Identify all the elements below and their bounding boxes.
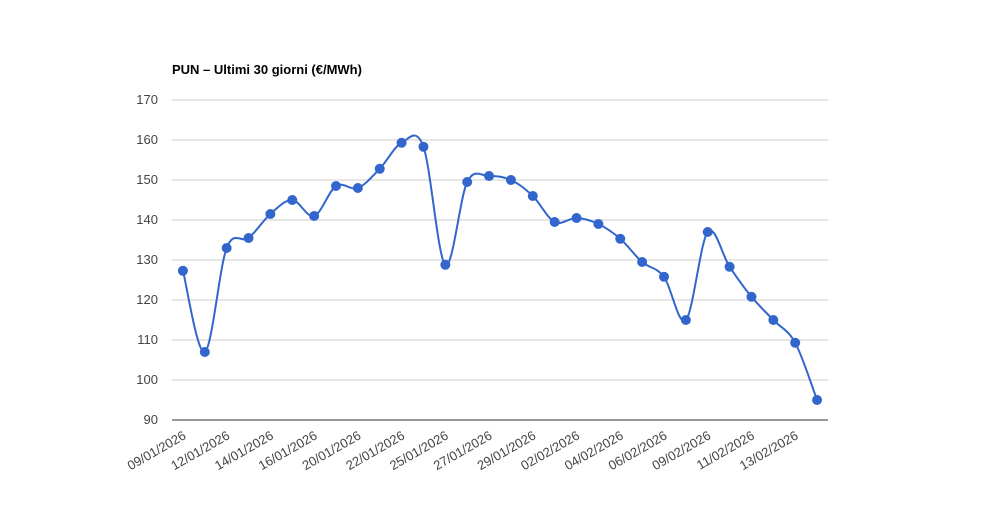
point: [505, 175, 516, 185]
chart-title: PUN – Ultimi 30 giorni (€/MWh): [172, 62, 362, 77]
point: [571, 213, 582, 223]
point: [746, 291, 757, 302]
point: [593, 219, 604, 229]
point: [418, 141, 429, 152]
point: [484, 171, 495, 181]
point: [265, 209, 276, 219]
point: [549, 217, 560, 227]
point: [637, 257, 648, 267]
point: [659, 271, 669, 282]
point: [462, 177, 473, 187]
point: [396, 137, 407, 148]
point: [287, 195, 298, 205]
point: [615, 233, 626, 244]
point: [702, 227, 713, 237]
y-tick-label: 90: [144, 412, 158, 427]
point: [440, 259, 451, 270]
point: [177, 265, 188, 276]
point: [221, 243, 232, 253]
point: [199, 347, 210, 357]
point: [352, 183, 363, 193]
y-tick-label: 110: [137, 332, 158, 347]
point: [790, 337, 801, 348]
y-tick-label: 140: [136, 212, 158, 227]
y-tick-label: 120: [136, 292, 158, 307]
point: [680, 315, 691, 325]
point: [768, 315, 779, 325]
y-tick-label: 150: [136, 172, 158, 187]
point: [374, 163, 385, 174]
point: [527, 191, 538, 201]
line: [181, 134, 819, 401]
y-tick-label: 170: [136, 92, 158, 107]
point: [309, 211, 320, 221]
y-tick-label: 160: [136, 132, 158, 147]
point: [331, 181, 341, 191]
y-tick-label: 130: [136, 252, 158, 267]
point: [724, 261, 735, 272]
y-tick-label: 100: [136, 372, 158, 387]
point: [243, 233, 254, 243]
point: [812, 395, 823, 405]
